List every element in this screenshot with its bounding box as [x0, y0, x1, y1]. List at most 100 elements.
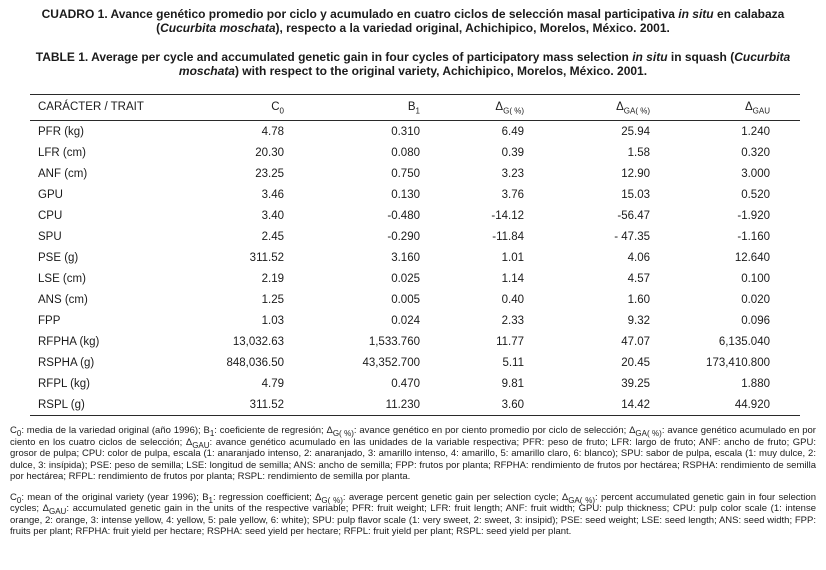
subscript-text: GA( %): [623, 106, 650, 116]
value-cell: 3.23: [501, 167, 524, 180]
value-cell: 20.30: [255, 146, 284, 159]
subscript-text: 1: [415, 106, 420, 116]
table-row: LSE (cm) 2.19 0.025 1.14 4.57 0.100: [30, 268, 800, 289]
table-row: SPU 2.45 -0.290 -11.84 - 47.35 -1.160: [30, 226, 800, 247]
subscript-text: 0: [279, 106, 284, 116]
value-cell: 39.25: [621, 377, 650, 390]
value-cell: 0.320: [741, 146, 770, 159]
trait-cell: ANS (cm): [38, 293, 88, 306]
value-cell: 1,533.760: [368, 335, 420, 348]
value-cell: 3.160: [391, 251, 420, 264]
text-segment: C: [10, 425, 17, 436]
subscript-text: GA( %): [635, 428, 662, 438]
value-cell: 2.19: [261, 272, 284, 285]
table-row: GPU 3.46 0.130 3.76 15.03 0.520: [30, 184, 800, 205]
text-segment: ), respecto a la variedad original, Achi…: [275, 20, 670, 35]
trait-cell: RSPL (g): [38, 398, 85, 411]
value-cell: 0.096: [741, 314, 770, 327]
table-title-spanish: CUADRO 1. Avance genético promedio por c…: [10, 7, 816, 35]
trait-cell: FPP: [38, 314, 61, 327]
subscript-text: 1: [208, 495, 213, 505]
subscript-text: 0: [16, 495, 22, 505]
value-cell: 0.020: [741, 293, 770, 306]
header-cell-b1: B1: [314, 94, 450, 121]
value-cell: - 47.35: [614, 230, 650, 243]
value-cell: -1.160: [737, 230, 770, 243]
text-segment: : avance genético en por ciento promedio…: [353, 425, 636, 436]
value-cell: 0.40: [501, 293, 524, 306]
value-cell: 0.520: [741, 188, 770, 201]
header-cell-delta-ga: ΔGA( %): [554, 94, 680, 121]
value-cell: 4.57: [627, 272, 650, 285]
text-segment: CARÁCTER / TRAIT: [38, 101, 144, 113]
trait-cell: LSE (cm): [38, 272, 86, 285]
italic-text: Cucurbita moschata: [160, 20, 276, 35]
value-cell: -0.480: [387, 209, 420, 222]
text-segment: CUADRO 1. Avance genético promedio por c…: [41, 7, 679, 21]
text-segment: : accumulated genetic gain in the units …: [10, 503, 816, 537]
value-cell: 0.39: [501, 146, 524, 159]
table-header-row: CARÁCTER / TRAIT C0 B1 ΔG( %) ΔGA( %) ΔG…: [30, 94, 800, 121]
value-cell: 1.60: [627, 293, 650, 306]
table-row: RFPL (kg) 4.79 0.470 9.81 39.25 1.880: [30, 373, 800, 394]
value-cell: -0.290: [387, 230, 420, 243]
table-body: PFR (kg) 4.78 0.310 6.49 25.94 1.240 LFR (cm) 2…: [30, 121, 800, 416]
text-segment: B: [407, 101, 416, 113]
value-cell: -1.920: [737, 209, 770, 222]
header-cell-delta-gau: ΔGAU: [680, 94, 800, 121]
value-cell: 14.42: [621, 398, 650, 411]
table-row: LFR (cm) 20.30 0.080 0.39 1.58 0.320: [30, 142, 800, 163]
value-cell: 0.025: [391, 272, 420, 285]
value-cell: 0.310: [391, 125, 420, 138]
value-cell: 1.01: [501, 251, 524, 264]
trait-cell: RSPHA (g): [38, 356, 95, 369]
trait-cell: PSE (g): [38, 251, 79, 264]
value-cell: 3.40: [261, 209, 284, 222]
text-segment: ) with respect to the original variety, …: [234, 63, 648, 78]
value-cell: 15.03: [621, 188, 650, 201]
trait-cell: GPU: [38, 188, 63, 201]
italic-text: in situ: [678, 7, 714, 21]
value-cell: -11.84: [492, 230, 524, 243]
text-segment: Δ: [495, 101, 504, 113]
trait-cell: RFPHA (kg): [38, 335, 100, 348]
table-row: RSPHA (g) 848,036.50 43,352.700 5.11 20.45 17…: [30, 352, 800, 373]
value-cell: 2.33: [501, 314, 524, 327]
table-row: PFR (kg) 4.78 0.310 6.49 25.94 1.240: [30, 121, 800, 143]
value-cell: 6.49: [501, 125, 524, 138]
text-segment: : percent accumulated genetic gain in fo…: [10, 491, 816, 515]
table-row: CPU 3.40 -0.480 -14.12 -56.47 -1.920: [30, 205, 800, 226]
value-cell: 1.240: [741, 125, 770, 138]
trait-cell: SPU: [38, 230, 62, 243]
header-cell-c0: C0: [202, 94, 314, 121]
subscript-text: G( %): [321, 495, 343, 505]
table-title-english: TABLE 1. Average per cycle and accumulat…: [10, 50, 816, 78]
subscript-text: GAU: [192, 440, 210, 450]
value-cell: 4.06: [627, 251, 650, 264]
trait-cell: RFPL (kg): [38, 377, 90, 390]
text-segment: Δ: [744, 101, 753, 113]
value-cell: 173,410.800: [706, 356, 770, 369]
text-segment: : average percent genetic gain per selec…: [342, 491, 569, 503]
value-cell: 0.024: [391, 314, 420, 327]
value-cell: 44.920: [734, 398, 770, 411]
value-cell: 0.080: [391, 146, 420, 159]
text-segment: C: [10, 491, 17, 503]
value-cell: 3.76: [501, 188, 524, 201]
subscript-text: GA( %): [568, 495, 596, 505]
value-cell: 11.230: [385, 398, 420, 411]
value-cell: 0.130: [391, 188, 420, 201]
table-row: ANS (cm) 1.25 0.005 0.40 1.60 0.020: [30, 289, 800, 310]
value-cell: 1.14: [501, 272, 524, 285]
subscript-text: GAU: [48, 506, 67, 516]
value-cell: 6,135.040: [718, 335, 770, 348]
text-segment: C: [271, 101, 280, 113]
value-cell: 12.640: [734, 251, 770, 264]
value-cell: 0.100: [741, 272, 770, 285]
table-row: ANF (cm) 23.25 0.750 3.23 12.90 3.000: [30, 163, 800, 184]
subscript-text: G( %): [503, 106, 524, 116]
value-cell: 0.005: [391, 293, 420, 306]
value-cell: 20.45: [621, 356, 650, 369]
text-segment: : media de la variedad original (año 199…: [21, 425, 210, 436]
subscript-text: G( %): [332, 428, 354, 438]
